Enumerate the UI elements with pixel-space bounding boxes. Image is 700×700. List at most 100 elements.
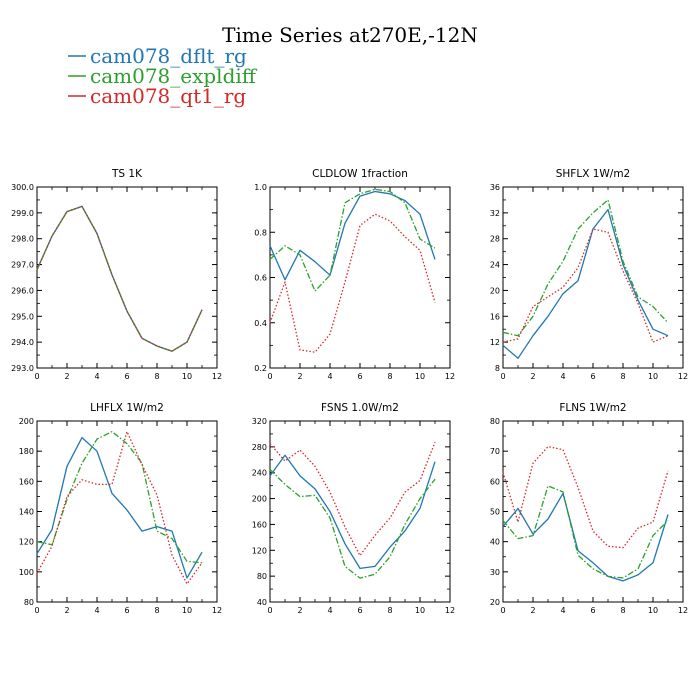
y-tick-label: 40 [490, 538, 500, 547]
y-tick-label: 24 [490, 261, 500, 270]
y-tick-label: 0.8 [254, 228, 267, 237]
x-tick-label: 2 [530, 372, 535, 381]
y-tick-label: 100 [19, 568, 34, 577]
x-tick-label: 6 [124, 606, 129, 615]
y-tick-label: 120 [19, 538, 34, 547]
y-tick-label: 70 [490, 447, 500, 456]
y-tick-label: 298.0 [11, 235, 34, 244]
x-tick-label: 10 [648, 606, 658, 615]
legend-item-expldiff: cam078_expldiff [68, 64, 258, 88]
y-tick-label: 296.0 [11, 286, 34, 295]
series-line-cam078_dflt_rg [269, 454, 436, 570]
series-line-cam078_expldiff [502, 199, 669, 337]
y-tick-label: 0.6 [254, 274, 267, 283]
y-tick-label: 40 [257, 598, 267, 607]
y-tick-label: 50 [490, 508, 500, 517]
x-tick-label: 6 [590, 372, 595, 381]
series-line-cam078_qt1_rg [269, 213, 436, 353]
chart-panel-6: FLNS 1W/m2 0 2 4 6 8 10 12 20 30 40 50 60 70 80 [490, 402, 688, 615]
series-line-cam078_qt1_rg [502, 445, 669, 549]
y-tick-label: 80 [257, 572, 267, 581]
x-tick-label: 8 [620, 372, 625, 381]
series-line-cam078_dflt_rg [36, 436, 203, 579]
x-tick-label: 8 [620, 606, 625, 615]
y-tick-label: 293.0 [11, 364, 34, 373]
x-tick-label: 12 [678, 372, 688, 381]
y-tick-label: 8 [495, 364, 500, 373]
series-line-cam078_qt1_rg [269, 442, 436, 557]
x-tick-label: 4 [94, 372, 99, 381]
x-tick-label: 2 [530, 606, 535, 615]
x-tick-label: 12 [212, 606, 222, 615]
chart-panel-2: CLDLOW 1fraction 0 2 4 6 8 10 12 0.2 0.4 0.6 0.8 1.0 [254, 168, 455, 381]
y-tick-label: 300.0 [11, 183, 34, 192]
y-tick-label: 295.0 [11, 312, 34, 321]
y-tick-label: 32 [490, 209, 500, 218]
panel-title: TS 1K [111, 168, 143, 180]
x-tick-label: 0 [500, 606, 505, 615]
x-tick-label: 10 [182, 372, 192, 381]
x-tick-label: 10 [415, 606, 425, 615]
y-tick-label: 36 [490, 183, 500, 192]
y-tick-label: 120 [252, 546, 267, 555]
y-tick-label: 299.0 [11, 209, 34, 218]
y-tick-label: 160 [252, 520, 267, 529]
y-tick-label: 200 [252, 495, 267, 504]
x-tick-label: 12 [445, 606, 455, 615]
chart-panel-5: FSNS 1.0W/m2 0 2 4 6 8 10 12 40 80 120 160 200 240 280… [252, 402, 455, 615]
legend: cam078_dflt_rg cam078_expldiff cam078_qt… [68, 44, 258, 108]
y-tick-label: 200 [19, 417, 34, 426]
x-tick-label: 12 [445, 372, 455, 381]
x-tick-label: 12 [212, 372, 222, 381]
y-tick-label: 294.0 [11, 338, 34, 347]
x-tick-label: 4 [327, 372, 332, 381]
x-tick-label: 8 [387, 606, 392, 615]
y-tick-label: 160 [19, 477, 34, 486]
y-tick-label: 180 [19, 447, 34, 456]
y-tick-label: 320 [252, 417, 267, 426]
panel-title: FLNS 1W/m2 [559, 402, 626, 414]
series-line-cam078_qt1_rg [36, 430, 203, 585]
series-line-cam078_dflt_rg [269, 190, 436, 281]
x-tick-label: 2 [297, 372, 302, 381]
x-tick-label: 10 [182, 606, 192, 615]
chart-panel-4: LHFLX 1W/m2 0 2 4 6 8 10 12 80 100 120 140 160 180 200 [19, 402, 222, 615]
x-tick-label: 6 [124, 372, 129, 381]
legend-label-expldiff: cam078_expldiff [90, 64, 258, 88]
x-tick-label: 0 [500, 372, 505, 381]
legend-label-dflt: cam078_dflt_rg [90, 44, 247, 68]
series-line-cam078_expldiff [502, 485, 669, 579]
x-tick-label: 0 [267, 372, 272, 381]
x-tick-label: 4 [94, 606, 99, 615]
y-tick-label: 20 [490, 286, 500, 295]
legend-item-qt1: cam078_qt1_rg [68, 84, 246, 108]
x-tick-label: 8 [387, 372, 392, 381]
panel-title: FSNS 1.0W/m2 [321, 402, 399, 414]
y-tick-label: 297.0 [11, 261, 34, 270]
x-tick-label: 4 [560, 372, 565, 381]
y-tick-label: 280 [252, 443, 267, 452]
x-tick-label: 6 [357, 372, 362, 381]
panel-title: LHFLX 1W/m2 [90, 402, 164, 414]
y-tick-label: 80 [24, 598, 34, 607]
x-tick-label: 12 [678, 606, 688, 615]
y-tick-label: 1.0 [254, 183, 267, 192]
panel-title: SHFLX 1W/m2 [556, 168, 631, 180]
x-tick-label: 6 [590, 606, 595, 615]
x-tick-label: 4 [560, 606, 565, 615]
x-tick-label: 2 [64, 606, 69, 615]
y-tick-label: 140 [19, 508, 34, 517]
x-tick-label: 8 [154, 606, 159, 615]
y-tick-label: 30 [490, 568, 500, 577]
x-tick-label: 0 [34, 372, 39, 381]
legend-item-dflt: cam078_dflt_rg [68, 44, 247, 68]
figure-title: Time Series at270E,-12N [222, 23, 478, 47]
series-line-cam078_expldiff [269, 188, 436, 292]
x-tick-label: 2 [64, 372, 69, 381]
x-tick-label: 0 [34, 606, 39, 615]
series-line-cam078_expldiff [36, 430, 203, 564]
chart-panel-1: TS 1K 0 2 4 6 8 10 12 293.0 294.0 295.0 296.0 297.0 2… [11, 168, 222, 381]
series-line-cam078_qt1_rg [502, 228, 669, 343]
